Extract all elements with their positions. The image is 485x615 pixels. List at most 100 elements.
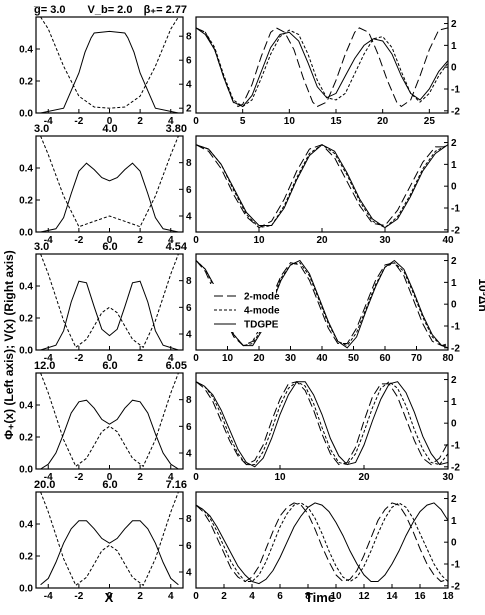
- x-tick-label: 2: [137, 116, 143, 127]
- legend-label-2-mode: 2-mode: [244, 292, 280, 303]
- phi-tick-label: 0.4: [19, 164, 33, 175]
- v-tick-label: 8: [186, 395, 192, 406]
- dn-tick-label: -1: [451, 204, 460, 215]
- time-tick-label: 6: [277, 591, 283, 602]
- v-tick-label: 6: [186, 185, 192, 196]
- v-tick-label: 6: [186, 422, 192, 433]
- series-line-tdgpe: [196, 27, 448, 108]
- phi-tick-label: 0.2: [19, 433, 33, 444]
- series-line-tdgpe: [196, 502, 448, 585]
- x-tick-label: 4: [168, 591, 174, 602]
- left-panel-frame: [35, 491, 184, 589]
- dn-tick-label: -1: [451, 560, 460, 571]
- x-tick-label: 4: [168, 116, 174, 127]
- dn-tick-label: 2: [451, 494, 457, 505]
- param-beta-label: 7.16: [166, 479, 187, 491]
- series-line-4-mode: [196, 502, 448, 583]
- param-vb-label: V_b= 2.0: [88, 4, 133, 16]
- time-tick-label: 40: [316, 353, 328, 364]
- potential-curve: [40, 135, 179, 228]
- x-tick-label: -4: [44, 472, 53, 483]
- dn-tick-label: 0: [451, 419, 457, 430]
- time-tick-label: 50: [348, 353, 360, 364]
- phi-tick-label: 0.0: [19, 346, 33, 357]
- series-line-tdgpe: [196, 381, 448, 468]
- right-panel-frame: [195, 135, 449, 233]
- param-vb-label: 6.0: [102, 479, 117, 491]
- v-tick-label: 6: [186, 303, 192, 314]
- time-tick-label: 20: [377, 116, 389, 127]
- time-tick-label: 30: [379, 235, 391, 246]
- right-x-axis-label: Time: [305, 590, 335, 605]
- time-tick-label: 18: [442, 591, 454, 602]
- param-g-label: 12.0: [34, 360, 55, 372]
- x-tick-label: 2: [137, 235, 143, 246]
- phi-curve: [40, 399, 179, 470]
- time-tick-label: 5: [240, 116, 246, 127]
- v-tick-label: 4: [186, 568, 192, 579]
- time-tick-label: 0: [193, 591, 199, 602]
- left-y-axis-label: Φ₊(x) (Left axis); V(x) (Right axis): [2, 250, 16, 440]
- dn-tick-label: 2: [451, 256, 457, 267]
- x-tick-label: -2: [74, 235, 83, 246]
- right-panel-frame: [195, 372, 449, 470]
- time-tick-label: 20: [316, 235, 328, 246]
- dn-tick-label: 2: [451, 138, 457, 149]
- time-tick-label: 8: [305, 591, 311, 602]
- legend-label-4-mode: 4-mode: [244, 306, 280, 317]
- x-tick-label: 0: [107, 235, 113, 246]
- dn-tick-label: 1: [451, 397, 457, 408]
- x-tick-label: -2: [74, 591, 83, 602]
- time-tick-label: 20: [358, 472, 370, 483]
- legend-label-tdgpe: TDGPE: [244, 320, 279, 331]
- time-tick-label: 12: [358, 591, 370, 602]
- dn-tick-label: 1: [451, 41, 457, 52]
- x-tick-label: 0: [107, 116, 113, 127]
- param-g-label: 3.0: [34, 241, 49, 253]
- x-tick-label: -4: [44, 591, 53, 602]
- potential-curve: [40, 372, 179, 468]
- time-tick-label: 0: [193, 472, 199, 483]
- time-tick-label: 80: [442, 353, 454, 364]
- phi-curve: [40, 30, 179, 114]
- v-tick-label: 6: [186, 541, 192, 552]
- time-tick-label: 20: [253, 353, 265, 364]
- x-tick-label: -2: [74, 353, 83, 364]
- phi-tick-label: 0.2: [19, 196, 33, 207]
- dn-tick-label: -2: [451, 106, 460, 117]
- param-g-label: 20.0: [34, 479, 55, 491]
- time-tick-label: 15: [330, 116, 342, 127]
- series-line-2-mode: [196, 144, 448, 229]
- param-g-label: g̅= 3.0: [33, 4, 65, 16]
- x-tick-label: 0: [107, 591, 113, 602]
- dn-tick-label: 2: [451, 375, 457, 386]
- x-tick-label: -4: [44, 116, 53, 127]
- v-tick-label: 8: [186, 32, 192, 43]
- time-tick-label: 0: [193, 235, 199, 246]
- v-tick-label: 4: [186, 212, 192, 223]
- phi-curve: [40, 520, 179, 586]
- v-tick-label: 4: [186, 80, 192, 91]
- x-tick-label: 4: [168, 353, 174, 364]
- series-line-2-mode: [196, 260, 448, 347]
- potential-curve: [40, 16, 179, 109]
- phi-tick-label: 0.0: [19, 228, 33, 239]
- time-tick-label: 60: [379, 353, 391, 364]
- x-tick-label: -2: [74, 472, 83, 483]
- param-g-label: 3.0: [34, 123, 49, 135]
- potential-curve: [40, 491, 179, 587]
- param-beta-label: 6.05: [166, 360, 187, 372]
- x-tick-label: -4: [44, 353, 53, 364]
- x-tick-label: 2: [137, 353, 143, 364]
- right-panel-frame: [195, 16, 449, 114]
- series-line-tdgpe: [196, 144, 448, 229]
- dn-tick-label: 2: [451, 19, 457, 30]
- dn-tick-label: 1: [451, 516, 457, 527]
- v-tick-label: 8: [186, 158, 192, 169]
- time-tick-label: 2: [221, 591, 227, 602]
- time-tick-label: 10: [253, 235, 265, 246]
- time-tick-label: 10: [274, 472, 286, 483]
- x-tick-label: 4: [168, 235, 174, 246]
- series-line-2-mode: [196, 502, 448, 583]
